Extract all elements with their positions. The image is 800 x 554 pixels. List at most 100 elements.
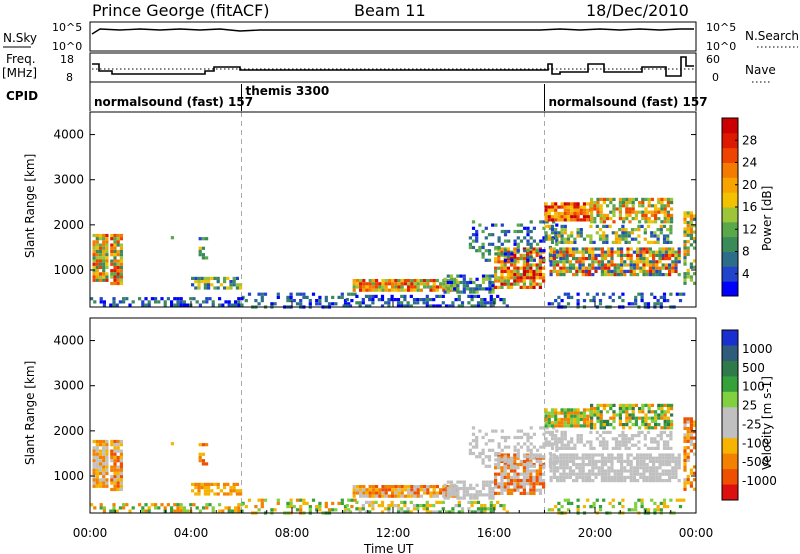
velocity-echo-cell — [648, 479, 652, 483]
power-echo-cell — [594, 266, 598, 270]
velocity-echo-cell — [674, 466, 678, 470]
velocity-echo-cell — [689, 426, 693, 431]
velocity-echo-cell — [550, 430, 555, 434]
velocity-echo-cell — [403, 504, 407, 508]
velocity-echo-cell — [593, 410, 597, 414]
velocity-echo-cell — [105, 481, 109, 485]
velocity-echo-cell — [390, 504, 394, 508]
power-echo-cell — [141, 303, 145, 307]
velocity-echo-cell — [575, 466, 579, 470]
velocity-echo-cell — [535, 488, 539, 492]
power-echo-cell — [425, 294, 429, 298]
power-echo-cell — [636, 253, 640, 257]
velocity-echo-cell — [453, 493, 457, 497]
velocity-echo-cell — [609, 403, 613, 407]
power-echo-cell — [387, 304, 391, 308]
velocity-echo-cell — [538, 466, 542, 470]
velocity-echo-cell — [683, 481, 687, 485]
power-echo-cell — [494, 245, 498, 250]
power-echo-cell — [507, 255, 511, 259]
velocity-echo-cell — [378, 491, 382, 495]
velocity-echo-cell — [539, 445, 543, 449]
velocity-echo-cell — [102, 443, 106, 447]
velocity-echo-cell — [116, 465, 120, 469]
velocity-echo-cell — [194, 482, 198, 486]
velocity-echo-cell — [648, 472, 652, 476]
power-echo-cell — [674, 269, 678, 273]
power-echo-cell — [419, 282, 423, 286]
velocity-echo-cell — [412, 507, 417, 511]
power-echo-cell — [446, 287, 450, 291]
power-echo-cell — [488, 287, 492, 291]
power-echo-cell — [555, 223, 559, 227]
freq-label-line2: [MHz] — [2, 66, 37, 80]
velocity-echo-cell — [661, 469, 665, 473]
power-echo-cell — [362, 288, 366, 292]
power-echo-cell — [234, 300, 238, 304]
power-echo-cell — [516, 242, 520, 246]
power-echo-cell — [324, 295, 328, 299]
power-echo-cell — [660, 210, 664, 214]
velocity-echo-cell — [503, 464, 508, 468]
velocity-echo-cell — [500, 472, 504, 476]
velocity-echo-cell — [489, 507, 493, 511]
velocity-echo-cell — [526, 435, 530, 440]
velocity-echo-cell — [400, 507, 404, 511]
velocity-echo-cell — [641, 416, 645, 420]
velocity-echo-cell — [637, 446, 641, 450]
velocity-echo-cell — [92, 484, 96, 488]
velocity-echo-cell — [510, 469, 514, 473]
power-echo-cell — [240, 303, 244, 307]
velocity-echo-cell — [552, 459, 556, 463]
velocity-echo-cell — [500, 453, 504, 457]
velocity-echo-cell — [625, 410, 629, 414]
power-echo-cell — [92, 246, 96, 250]
power-echo-cell — [630, 231, 635, 235]
power-echo-cell — [95, 272, 99, 276]
velocity-echo-cell — [628, 407, 632, 411]
velocity-echo-cell — [602, 426, 606, 430]
power-echo-cell — [526, 273, 530, 277]
velocity-echo-cell — [497, 466, 501, 470]
velocity-echo-cell — [554, 505, 558, 509]
power-echo-cell — [544, 237, 548, 241]
power-echo-cell — [597, 266, 601, 270]
velocity-echo-cell — [599, 403, 603, 407]
power-echo-cell — [503, 282, 507, 286]
velocity-echo-cell — [416, 494, 420, 498]
x-tick-label: 12:00 — [376, 526, 411, 540]
velocity-echo-cell — [643, 437, 647, 441]
velocity-echo-cell — [683, 449, 687, 453]
power-echo-cell — [545, 220, 549, 224]
velocity-echo-cell — [686, 426, 690, 431]
power-echo-cell — [289, 299, 293, 303]
velocity-echo-cell — [289, 505, 293, 509]
velocity-echo-cell — [683, 452, 687, 456]
power-echo-cell — [664, 263, 668, 267]
power-echo-cell — [98, 243, 103, 247]
velocity-echo-cell — [240, 503, 244, 507]
velocity-echo-cell — [579, 414, 583, 418]
velocity-echo-cell — [599, 419, 603, 423]
velocity-echo-cell — [542, 485, 546, 489]
power-echo-cell — [591, 257, 595, 261]
velocity-echo-cell — [218, 509, 222, 513]
velocity-echo-cell — [552, 453, 556, 457]
velocity-echo-cell — [646, 508, 651, 512]
power-echo-cell — [636, 260, 640, 264]
power-echo-cell — [355, 294, 359, 298]
velocity-echo-cell — [555, 442, 559, 446]
power-echo-cell — [371, 294, 375, 298]
velocity-echo-cell — [113, 478, 117, 482]
power-echo-cell — [119, 278, 123, 282]
power-echo-cell — [391, 285, 395, 289]
power-echo-cell — [605, 240, 609, 244]
power-echo-cell — [302, 292, 306, 296]
power-echo-cell — [661, 250, 665, 254]
velocity-echo-cell — [163, 506, 167, 510]
velocity-echo-cell — [594, 463, 598, 467]
power-echo-cell — [693, 240, 697, 244]
power-echo-cell — [502, 298, 506, 302]
power-echo-cell — [481, 245, 485, 250]
